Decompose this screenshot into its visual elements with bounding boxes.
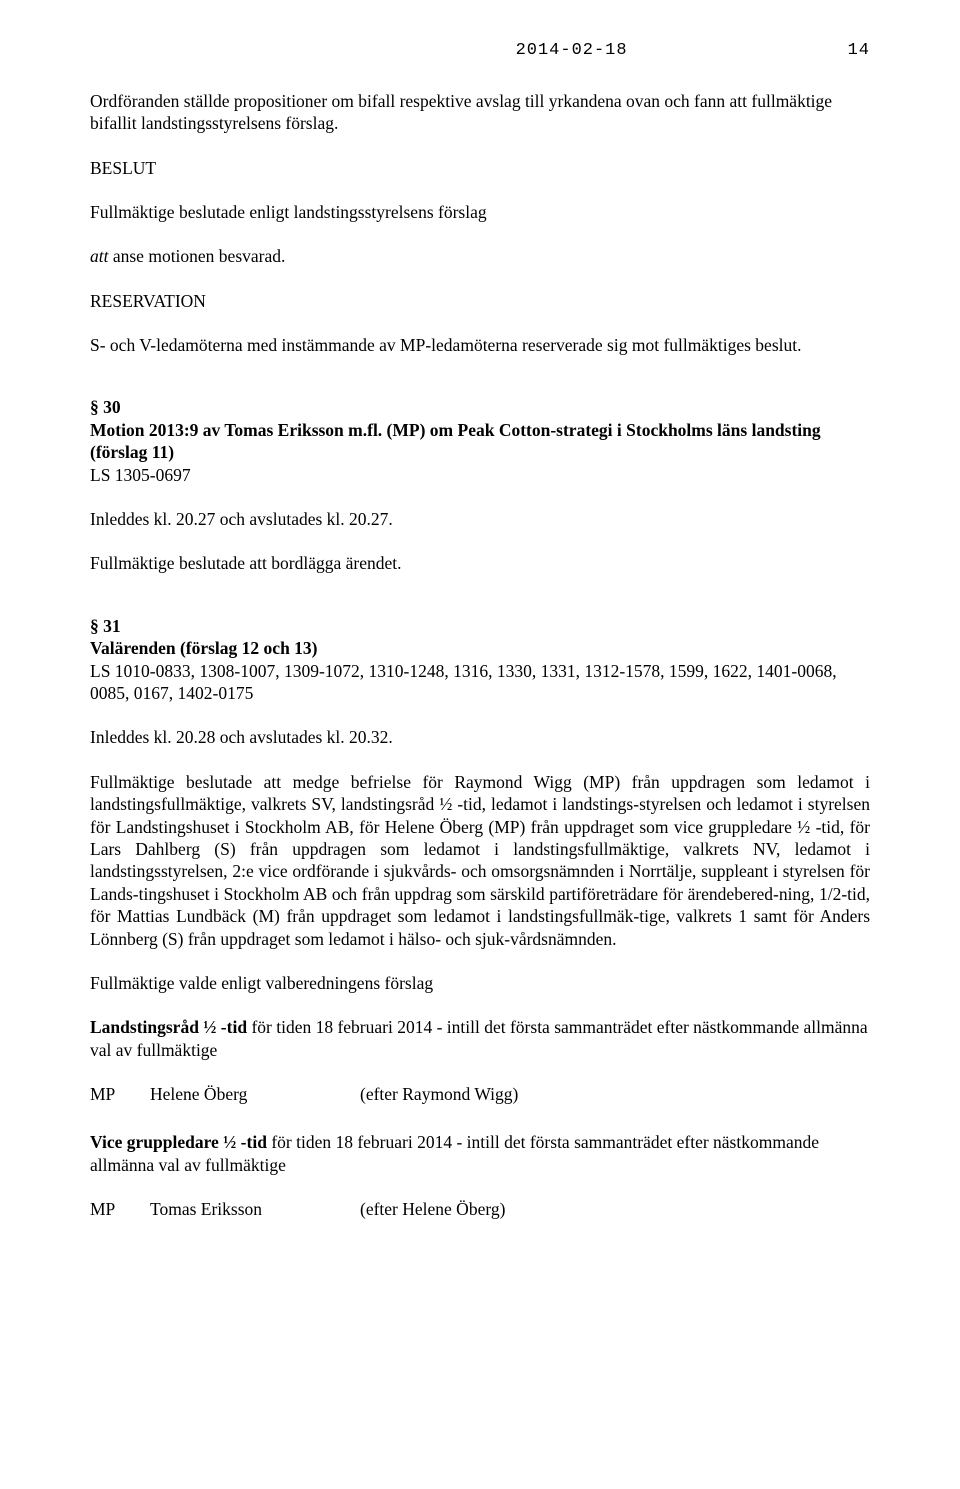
section-31-num: § 31 bbox=[90, 615, 870, 637]
position-2: Vice gruppledare ½ -tid för tiden 18 feb… bbox=[90, 1131, 870, 1176]
reservation-label: RESERVATION bbox=[90, 290, 870, 312]
beslut-label: BESLUT bbox=[90, 157, 870, 179]
section-30-ref: LS 1305-0697 bbox=[90, 464, 870, 486]
att-rest: anse motionen besvarad. bbox=[108, 246, 285, 266]
beslut-text: Fullmäktige beslutade enligt landstingss… bbox=[90, 201, 870, 223]
position-1-name: Helene Öberg bbox=[150, 1083, 360, 1105]
reservation-text: S- och V-ledamöterna med instämmande av … bbox=[90, 334, 870, 356]
section-31-time: Inleddes kl. 20.28 och avslutades kl. 20… bbox=[90, 726, 870, 748]
position-1: Landstingsråd ½ -tid för tiden 18 februa… bbox=[90, 1016, 870, 1061]
header-date: 2014-02-18 bbox=[516, 40, 628, 62]
att-line: att anse motionen besvarad. bbox=[90, 245, 870, 267]
intro-paragraph: Ordföranden ställde propositioner om bif… bbox=[90, 90, 870, 135]
position-1-title: Landstingsråd ½ -tid bbox=[90, 1017, 247, 1037]
section-31-ref: LS 1010-0833, 1308-1007, 1309-1072, 1310… bbox=[90, 660, 870, 705]
section-30-num: § 30 bbox=[90, 396, 870, 418]
position-1-after: (efter Raymond Wigg) bbox=[360, 1083, 870, 1105]
section-30-title: Motion 2013:9 av Tomas Eriksson m.fl. (M… bbox=[90, 419, 870, 464]
section-30-decision: Fullmäktige beslutade att bordlägga ären… bbox=[90, 552, 870, 574]
page-header: 2014-02-18 14 bbox=[90, 40, 870, 62]
section-31-title: Valärenden (förslag 12 och 13) bbox=[90, 637, 870, 659]
position-2-party: MP bbox=[90, 1198, 150, 1220]
section-31-elected: Fullmäktige valde enligt valberedningens… bbox=[90, 972, 870, 994]
section-31-body: Fullmäktige beslutade att medge befriels… bbox=[90, 771, 870, 950]
position-2-title: Vice gruppledare ½ -tid bbox=[90, 1132, 267, 1152]
att-prefix: att bbox=[90, 246, 108, 266]
position-1-party: MP bbox=[90, 1083, 150, 1105]
position-2-row: MP Tomas Eriksson (efter Helene Öberg) bbox=[90, 1198, 870, 1220]
header-page-number: 14 bbox=[848, 40, 870, 62]
position-1-row: MP Helene Öberg (efter Raymond Wigg) bbox=[90, 1083, 870, 1105]
section-30-time: Inleddes kl. 20.27 och avslutades kl. 20… bbox=[90, 508, 870, 530]
position-2-name: Tomas Eriksson bbox=[150, 1198, 360, 1220]
document-page: 2014-02-18 14 Ordföranden ställde propos… bbox=[0, 0, 960, 1489]
position-2-after: (efter Helene Öberg) bbox=[360, 1198, 870, 1220]
